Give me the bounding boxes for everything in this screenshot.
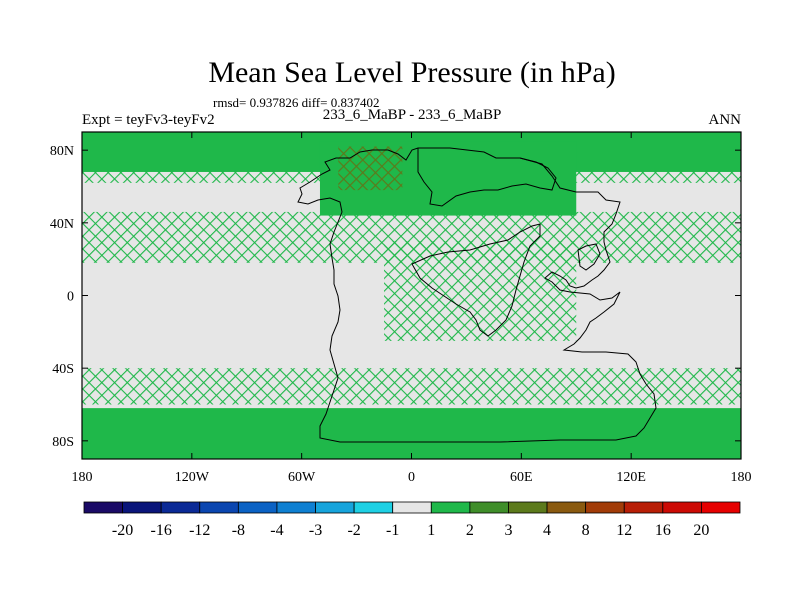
x-tick-label: 120E <box>616 470 646 485</box>
colorbar-swatch <box>315 501 355 514</box>
colorbar-swatch <box>662 501 702 514</box>
left-label: Expt = teyFv3-teyFv2 <box>82 112 215 128</box>
colorbar-swatch <box>237 501 278 514</box>
north-block-outline <box>417 148 557 207</box>
colorbar-swatch <box>508 501 548 514</box>
colorbar-swatch <box>199 501 239 514</box>
right-label: ANN <box>709 112 742 128</box>
chart-title: Mean Sea Level Pressure (in hPa) <box>208 56 615 89</box>
colorbar-swatch <box>160 501 201 514</box>
colorbar-label: 16 <box>655 522 671 539</box>
x-tick-label: 180 <box>731 470 752 485</box>
x-tick-label: 60E <box>510 470 533 485</box>
colorbar-label: 2 <box>466 522 474 539</box>
colorbar-label: -3 <box>309 522 322 539</box>
region-arctic-hotspot <box>338 146 403 191</box>
region-antarctic-band <box>82 408 741 459</box>
y-tick-label: 80S <box>52 435 74 450</box>
colorbar-swatch <box>392 501 432 514</box>
colorbar-swatch <box>276 501 316 514</box>
colorbar-label: 4 <box>543 522 551 539</box>
inland-sea-outline <box>411 223 541 337</box>
colorbar-label: 3 <box>504 522 512 539</box>
colorbar-swatch <box>701 501 741 514</box>
colorbar-label: -12 <box>189 522 210 539</box>
y-tick-label: 40N <box>50 217 74 232</box>
y-tick-label: 0 <box>67 290 74 305</box>
colorbar: -20 -16 -12 -8 -4 -3 -2 -1 1 2 3 4 8 12 16 20 <box>83 501 741 539</box>
colorbar-label: -2 <box>347 522 360 539</box>
colorbar-label: -4 <box>270 522 283 539</box>
colorbar-label: -8 <box>232 522 245 539</box>
x-axis: 180 120W 60W 0 60E 120E 180 <box>72 132 752 485</box>
colorbar-label: 12 <box>616 522 632 539</box>
colorbar-label: -1 <box>386 522 399 539</box>
field-regions <box>82 132 741 459</box>
colorbar-label: 8 <box>582 522 590 539</box>
colorbar-swatch <box>430 501 471 514</box>
colorbar-label: 1 <box>427 522 435 539</box>
colorbar-swatch <box>83 501 123 514</box>
pangaea-outline <box>297 147 657 443</box>
center-label: 233_6_MaBP - 233_6_MaBP <box>323 107 502 123</box>
region-south-midlat-belt <box>82 368 741 405</box>
colorbar-swatch <box>585 501 625 514</box>
coastlines <box>297 147 657 443</box>
colorbar-swatch <box>122 501 162 514</box>
colorbar-label: 20 <box>693 522 709 539</box>
x-tick-label: 180 <box>72 470 93 485</box>
x-tick-label: 0 <box>408 470 415 485</box>
x-tick-label: 60W <box>288 470 316 485</box>
y-axis: 80N 40N 0 40S 80S <box>50 144 741 450</box>
colorbar-label: -20 <box>112 522 133 539</box>
stats-label: rmsd= 0.937826 diff= 0.837402 <box>213 95 379 110</box>
y-tick-label: 80N <box>50 144 74 159</box>
x-tick-label: 120W <box>175 470 210 485</box>
y-tick-label: 40S <box>52 362 74 377</box>
colorbar-swatch <box>353 501 394 514</box>
colorbar-swatch <box>623 501 664 514</box>
colorbar-swatch <box>469 501 509 514</box>
east-inlet-outline <box>577 243 601 271</box>
colorbar-swatch <box>546 501 587 514</box>
colorbar-label: -16 <box>151 522 172 539</box>
region-tethys-region <box>384 241 577 341</box>
